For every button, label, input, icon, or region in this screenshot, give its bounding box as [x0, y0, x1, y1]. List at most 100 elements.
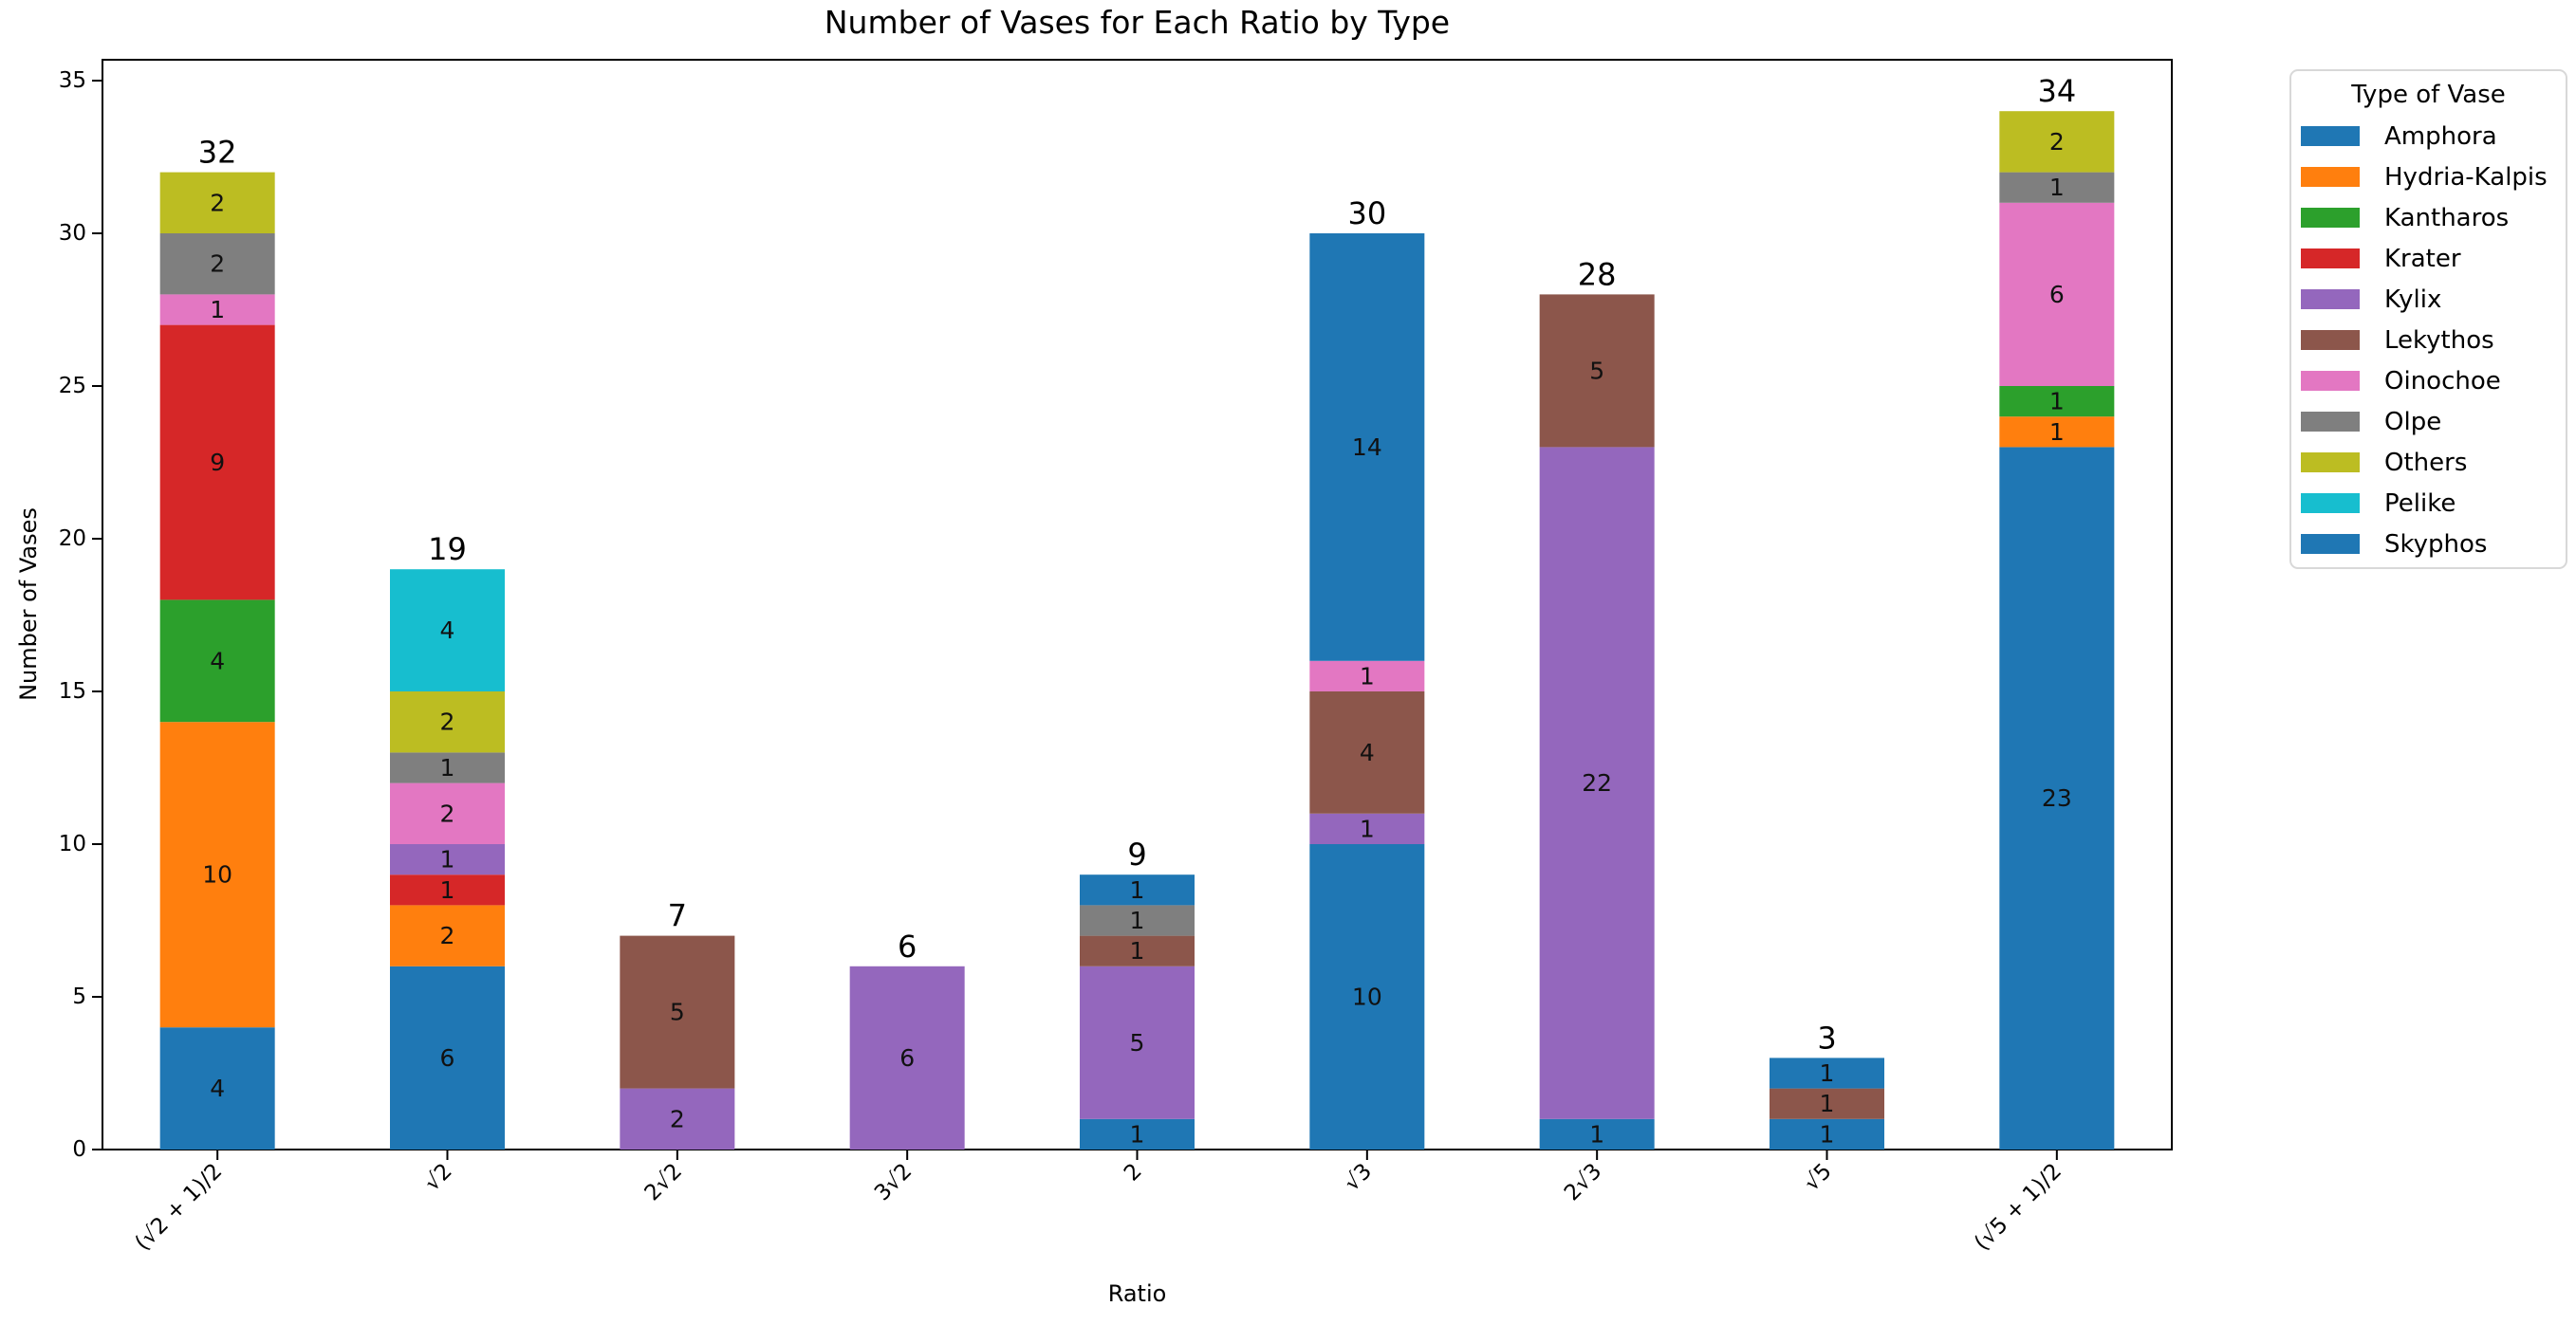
x-tick-label: √5 [1800, 1159, 1837, 1196]
bar-segment-label: 1 [440, 846, 455, 874]
legend-item-pelike: Pelike [2291, 483, 2566, 524]
x-tick-label: √2 [420, 1159, 457, 1196]
legend-title: Type of Vase [2351, 81, 2506, 109]
bar-segment-lekythos [1080, 935, 1195, 966]
bar-segment-label: 1 [1130, 937, 1145, 965]
bar-segment-label: 1 [1820, 1090, 1835, 1117]
bar-segment-kylix [1539, 447, 1655, 1119]
bar-segment-kantharos [159, 599, 275, 723]
bar-total-label: 32 [198, 135, 237, 171]
color-swatch-kantharos [2301, 208, 2360, 228]
legend-items: Amphora Hydria-Kalpis Kantharos Krater Kylix… [2291, 116, 2566, 564]
bar-segment-label: 2 [440, 922, 455, 949]
bar-segment-kantharos [1999, 386, 2115, 417]
legend-label-amphora: Amphora [2384, 121, 2497, 151]
bar-segment-label: 1 [440, 754, 455, 782]
bar-segment-label: 1 [1130, 907, 1145, 934]
bar-total-label: 9 [1127, 837, 1146, 873]
bar-segment-amphora [1539, 1118, 1655, 1150]
legend-label-others: Others [2384, 448, 2468, 477]
bar-total-label: 19 [428, 531, 467, 567]
bar-segment-label: 2 [440, 709, 455, 736]
y-tick-label: 20 [59, 526, 86, 551]
bar-segment-skyphos [1770, 1058, 1884, 1089]
bar-segment-others [1999, 111, 2115, 173]
bar-segment-kylix [849, 966, 965, 1150]
bar-segment-label: 5 [1130, 1029, 1145, 1057]
bar-segment-hydria-kalpis [1999, 416, 2115, 448]
bar-segment-label: 1 [1360, 662, 1375, 690]
bar-segment-kylix [620, 1088, 735, 1150]
bar-segment-label: 1 [210, 296, 225, 323]
color-swatch-oinochoe [2301, 371, 2360, 391]
bar-total-label: 34 [2037, 73, 2076, 109]
legend-label-kantharos: Kantharos [2384, 203, 2510, 232]
x-tick-label: 3√2 [870, 1159, 917, 1205]
bar-segment-oinochoe [390, 782, 505, 844]
bar-segment-others [390, 691, 505, 753]
bar-total-label: 7 [668, 898, 687, 934]
bar-segment-amphora [390, 966, 505, 1150]
bar-segment-skyphos [1080, 874, 1195, 906]
x-tick-label: 2√3 [1560, 1159, 1606, 1205]
legend-label-skyphos: Skyphos [2384, 529, 2488, 559]
legend: Type of Vase Amphora Hydria-Kalpis Kanthar… [2289, 69, 2567, 569]
bar-segment-lekythos [620, 935, 735, 1089]
y-tick-label: 25 [59, 374, 86, 398]
x-axis-label: Ratio [1107, 1280, 1167, 1307]
bar-segment-label: 1 [1130, 876, 1145, 904]
bar-segment-label: 1 [2049, 418, 2065, 446]
bar-segment-label: 1 [1820, 1120, 1835, 1148]
legend-label-oinochoe: Oinochoe [2384, 366, 2501, 396]
bar-segment-others [159, 172, 275, 233]
legend-item-hydria-kalpis: Hydria-Kalpis [2291, 156, 2566, 197]
legend-item-others: Others [2291, 442, 2566, 483]
bar-segment-kylix [390, 844, 505, 875]
bar-segment-label: 4 [210, 1075, 225, 1102]
bar-segment-lekythos [1770, 1088, 1884, 1119]
color-swatch-kylix [2301, 289, 2360, 309]
bar-segment-label: 6 [440, 1044, 455, 1072]
legend-item-amphora: Amphora [2291, 116, 2566, 156]
color-swatch-amphora [2301, 126, 2360, 146]
bar-total-label: 28 [1578, 256, 1617, 292]
color-swatch-olpe [2301, 412, 2360, 432]
bar-segment-label: 4 [440, 616, 455, 644]
bar-segment-label: 5 [670, 999, 685, 1026]
color-swatch-lekythos [2301, 330, 2360, 350]
y-tick-label: 15 [59, 679, 86, 704]
bar-segment-kylix [1309, 813, 1425, 844]
bar-segment-skyphos [1309, 233, 1425, 661]
x-tick-label: 2√2 [640, 1159, 687, 1205]
bar-segment-label: 2 [440, 800, 455, 827]
bar-segment-label: 1 [1360, 815, 1375, 842]
x-tick-label: 2 [1120, 1159, 1147, 1187]
y-axis-label: Number of Vases [15, 507, 42, 701]
bar-segment-label: 2 [2049, 128, 2065, 156]
x-tick-label: (√5 + 1)/2 [1970, 1159, 2066, 1256]
legend-label-kylix: Kylix [2384, 285, 2442, 314]
bar-segment-label: 1 [1589, 1120, 1604, 1148]
bar-segment-amphora [1080, 1118, 1195, 1150]
bar-segment-amphora [159, 1027, 275, 1150]
bar-segment-lekythos [1309, 691, 1425, 814]
legend-item-skyphos: Skyphos [2291, 524, 2566, 564]
y-tick-label: 35 [59, 68, 86, 93]
bar-segment-label: 4 [210, 647, 225, 674]
chart-title: Number of Vases for Each Ratio by Type [824, 4, 1451, 41]
bar-segment-label: 5 [1589, 357, 1604, 384]
color-swatch-others [2301, 452, 2360, 472]
bar-segment-oinochoe [159, 294, 275, 325]
bar-segment-label: 1 [1130, 1120, 1145, 1148]
legend-item-kantharos: Kantharos [2291, 197, 2566, 238]
legend-item-olpe: Olpe [2291, 401, 2566, 442]
bar-segment-oinochoe [1999, 202, 2115, 386]
bar-segment-oinochoe [1309, 660, 1425, 691]
legend-label-lekythos: Lekythos [2384, 325, 2494, 355]
color-swatch-pelike [2301, 493, 2360, 513]
bar-segment-label: 1 [2049, 174, 2065, 201]
bar-segment-olpe [1080, 905, 1195, 936]
x-tick-label: √3 [1340, 1159, 1377, 1196]
bar-segment-lekythos [1539, 294, 1655, 448]
bar-segment-olpe [1999, 172, 2115, 203]
